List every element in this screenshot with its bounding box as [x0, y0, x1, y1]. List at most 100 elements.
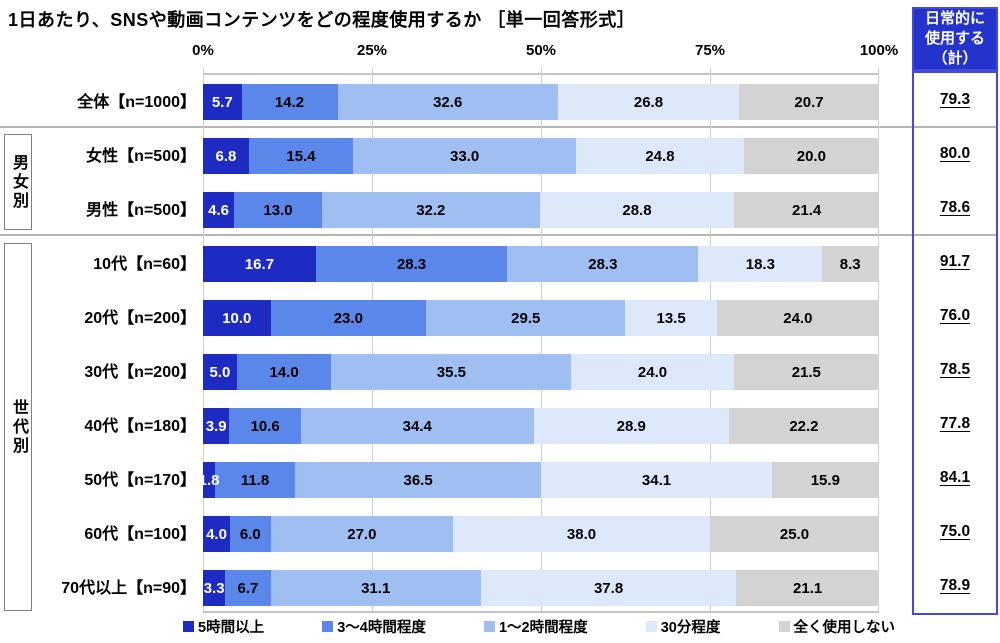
summary-value-text: 80.0 — [939, 145, 971, 162]
bar-value-label: 32.6 — [433, 93, 463, 111]
bar-segment: 10.6 — [229, 408, 301, 444]
stacked-bars: 5.7 14.2 32.6 26.8 20.7 6.8 15.4 33.0 24.8 20.0 4.… — [199, 75, 879, 611]
bar-segment: 34.1 — [541, 462, 772, 498]
bar-value-label: 34.4 — [402, 417, 432, 435]
bar-segment: 6.7 — [225, 570, 271, 606]
bar-value-label: 26.8 — [633, 93, 664, 111]
bar-value-label: 31.1 — [361, 579, 391, 597]
bar-segment: 37.8 — [480, 570, 737, 606]
bar-value-label: 6.8 — [215, 147, 237, 165]
summary-value-text: 91.7 — [939, 253, 971, 270]
row-label: 40代【n=180】 — [84, 418, 196, 435]
bar-segment: 5.7 — [203, 84, 242, 120]
plot-area: 5.7 14.2 32.6 26.8 20.7 6.8 15.4 33.0 24.8 20.0 4.… — [199, 68, 879, 613]
summary-value: 91.7 — [912, 235, 998, 289]
summary-value-text: 77.8 — [939, 415, 971, 432]
legend: 5時間以上 3～4時間程度 1～2時間程度 30分程度 全く使用しない — [183, 616, 895, 637]
bar-value-label: 18.3 — [745, 255, 775, 273]
bar-segment: 21.1 — [736, 570, 879, 606]
category-labels: 全体【n=1000】 女性【n=500】 男性【n=500】 10代【n=60】 20代… — [0, 73, 196, 613]
bar-segment: 14.2 — [241, 84, 338, 120]
bar-segment: 1.8 — [199, 462, 220, 498]
stacked-bar: 5.0 14.0 35.5 24.0 21.5 — [203, 354, 879, 390]
stacked-bar: 4.0 6.0 27.0 38.0 25.0 — [203, 516, 879, 552]
bar-value-label: 3.3 — [203, 579, 225, 597]
bar-segment: 5.0 — [203, 354, 237, 390]
bar-value-label: 38.0 — [566, 525, 597, 543]
group-separator — [0, 126, 998, 128]
bar-value-label: 5.7 — [211, 93, 233, 111]
legend-swatch-icon — [483, 621, 495, 632]
bar-value-label: 35.5 — [436, 363, 466, 381]
bar-value-label: 36.5 — [403, 471, 433, 489]
bar-value-label: 28.8 — [622, 201, 652, 219]
bar-row: 4.0 6.0 27.0 38.0 25.0 — [203, 507, 879, 561]
summary-value: 84.1 — [912, 451, 998, 505]
legend-item: 1～2時間程度 — [483, 616, 588, 637]
summary-value: 76.0 — [912, 289, 998, 343]
bar-row: 5.7 14.2 32.6 26.8 20.7 — [203, 75, 879, 129]
bar-segment: 16.7 — [203, 246, 316, 282]
axis-tick-label: 75% — [694, 42, 726, 59]
gridline — [710, 68, 711, 611]
bar-segment: 27.0 — [270, 516, 454, 552]
row-label: 10代【n=60】 — [93, 256, 196, 273]
bar-value-label: 22.2 — [789, 417, 819, 435]
bar-value-label: 32.2 — [416, 201, 446, 219]
summary-value: 79.3 — [912, 73, 998, 127]
bar-value-label: 29.5 — [511, 309, 541, 327]
bar-value-label: 14.2 — [274, 93, 305, 111]
bar-value-label: 15.9 — [810, 471, 840, 489]
axis-tick-label: 0% — [192, 42, 214, 59]
axis-tick-label: 25% — [356, 42, 388, 59]
bar-segment: 4.0 — [203, 516, 231, 552]
bar-segment: 32.2 — [321, 192, 540, 228]
row-label: 60代【n=100】 — [84, 526, 196, 543]
axis-tick-label: 50% — [525, 42, 557, 59]
stacked-bar: 3.9 10.6 34.4 28.9 22.2 — [203, 408, 879, 444]
bar-segment: 18.3 — [698, 246, 823, 282]
bar-segment: 13.5 — [625, 300, 717, 336]
summary-value-text: 78.5 — [939, 361, 971, 378]
bar-row: 6.8 15.4 33.0 24.8 20.0 — [203, 129, 879, 183]
bar-value-label: 6.7 — [237, 579, 259, 597]
bar-segment: 28.9 — [533, 408, 729, 444]
bar-value-label: 15.4 — [286, 147, 316, 165]
group-box-generation: 世代別 — [4, 243, 32, 611]
stacked-bar: 1.8 11.8 36.5 34.1 15.9 — [199, 462, 879, 498]
bar-value-label: 3.9 — [205, 417, 227, 435]
bar-segment: 23.0 — [270, 300, 427, 336]
bar-row: 5.0 14.0 35.5 24.0 21.5 — [203, 345, 879, 399]
bar-segment: 21.5 — [733, 354, 879, 390]
stacked-bar: 4.6 13.0 32.2 28.8 21.4 — [203, 192, 879, 228]
bar-segment: 28.3 — [315, 246, 508, 282]
bar-value-label: 14.0 — [269, 363, 299, 381]
bar-row: 3.9 10.6 34.4 28.9 22.2 — [203, 399, 879, 453]
stacked-bar: 6.8 15.4 33.0 24.8 20.0 — [203, 138, 879, 174]
bar-value-label: 23.0 — [333, 309, 363, 327]
bar-value-label: 33.0 — [449, 147, 480, 165]
legend-swatch-icon — [322, 621, 334, 632]
summary-value-text: 78.9 — [939, 577, 971, 594]
bar-segment: 15.9 — [771, 462, 879, 498]
summary-value: 77.8 — [912, 397, 998, 451]
bar-value-label: 16.7 — [244, 255, 275, 273]
summary-value: 78.6 — [912, 181, 998, 235]
bar-row: 1.8 11.8 36.5 34.1 15.9 — [199, 453, 879, 507]
summary-value-text: 84.1 — [939, 469, 971, 486]
legend-label: 30分程度 — [660, 620, 721, 636]
bar-value-label: 4.6 — [208, 201, 229, 219]
legend-swatch-icon — [183, 621, 194, 632]
bar-value-label: 24.0 — [637, 363, 668, 381]
row-label: 20代【n=200】 — [84, 310, 196, 327]
bar-value-label: 34.1 — [641, 471, 672, 489]
bar-segment: 8.3 — [822, 246, 879, 282]
legend-label: 5時間以上 — [198, 620, 265, 636]
stacked-bar: 16.7 28.3 28.3 18.3 8.3 — [203, 246, 879, 282]
row-label: 男性【n=500】 — [86, 202, 196, 219]
bar-segment: 6.8 — [203, 138, 249, 174]
chart-title: 1日あたり、SNSや動画コンテンツをどの程度使用するか ［単一回答形式］ — [8, 10, 636, 30]
bar-value-label: 10.0 — [222, 309, 252, 327]
bar-segment: 21.4 — [734, 192, 879, 228]
bar-segment: 26.8 — [557, 84, 740, 120]
